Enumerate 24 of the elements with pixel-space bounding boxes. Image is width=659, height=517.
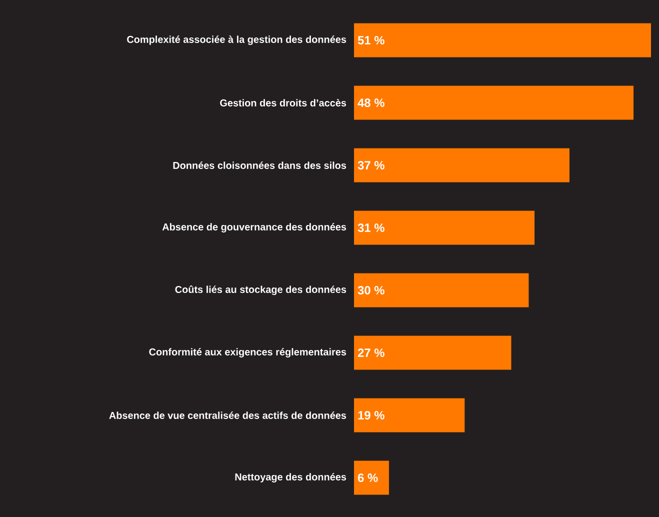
y-tick-label: Absence de vue centralisée des actifs de données [109, 412, 346, 419]
data-label: 48 % [358, 98, 384, 107]
y-tick-label: Absence de gouvernance des données [162, 223, 346, 232]
data-label: 37 % [358, 161, 384, 170]
bar [354, 398, 465, 432]
y-tick-label: Nettoyage des données [235, 473, 346, 482]
bar [354, 336, 512, 370]
data-label: 6 % [358, 474, 378, 482]
data-label: 19 % [358, 411, 384, 420]
bar [354, 23, 652, 58]
y-tick-label: Conformité aux exigences réglementaires [149, 348, 346, 358]
y-tick-label: Complexité associée à la gestion des données [127, 36, 346, 45]
bar [354, 86, 634, 120]
data-label: 31 % [358, 224, 384, 232]
data-label: 30 % [358, 286, 384, 295]
y-tick-label: Données cloisonnées dans des silos [173, 162, 346, 169]
y-tick-label: Coûts liés au stockage des données [175, 285, 346, 296]
bar [354, 460, 389, 495]
bar [354, 210, 535, 245]
bar [354, 148, 570, 182]
bar [354, 273, 529, 308]
data-label: 27 % [358, 348, 384, 357]
data-label: 51 % [358, 36, 384, 44]
y-tick-label: Gestion des droits d’accès [220, 99, 346, 106]
